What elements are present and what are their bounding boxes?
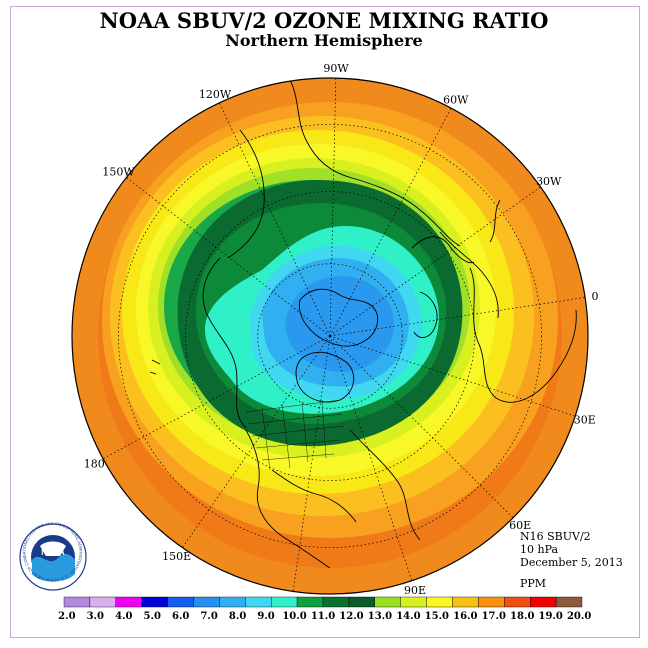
colorbar-swatch [452, 596, 479, 608]
colorbar-tick-label: 19.0 [539, 611, 563, 622]
meridian-label: 120W [199, 88, 232, 101]
colorbar-swatch [115, 596, 142, 608]
colorbar-swatch [504, 596, 531, 608]
instrument-label: N16 SBUV/2 [520, 530, 591, 543]
meridian-label: 30E [574, 413, 596, 426]
logo-noaa-text: NOAA [41, 548, 65, 557]
map-boundary [71, 77, 589, 595]
colorbar-swatch [89, 596, 117, 608]
meridian-line [329, 108, 452, 337]
colorbar-swatch [271, 596, 298, 608]
coastlines [149, 79, 577, 569]
colorbar-swatch [245, 596, 272, 608]
colorbar-swatch [400, 596, 427, 608]
colorbar-swatch [374, 596, 401, 608]
meridian-label: 30W [536, 175, 562, 188]
colorbar-tick-label: 6.0 [172, 611, 189, 622]
units-label: PPM [520, 577, 547, 590]
page-title: NOAA SBUV/2 OZONE MIXING RATIO [99, 8, 549, 33]
colorbar-tick-label: 7.0 [200, 611, 217, 622]
graticule [102, 78, 586, 592]
latitude-circle [257, 263, 403, 409]
latitude-circle [118, 124, 542, 548]
colorbar-tick-label: 18.0 [510, 611, 534, 622]
colorbar-swatch [167, 596, 194, 608]
colorbar-tick-label: 20.0 [567, 611, 591, 622]
colorbar-tick-label: 12.0 [339, 611, 363, 622]
colorbar-swatch [478, 596, 505, 608]
meridian-line [126, 177, 331, 337]
colorbar-tick-label: 8.0 [229, 611, 246, 622]
meridian-line [329, 78, 337, 337]
colorbar-swatch [219, 596, 246, 608]
ozone-field [72, 78, 588, 594]
date-label: December 5, 2013 [520, 556, 623, 569]
meridian-label: 0 [591, 290, 598, 303]
latitude-circle [185, 191, 475, 481]
meridian-line [329, 335, 576, 417]
meridian-label: 150W [102, 165, 135, 178]
colorbar-tick-label: 4.0 [115, 611, 132, 622]
meridian-line [219, 102, 331, 337]
colorbar-swatch [193, 596, 220, 608]
colorbar-tick-label: 14.0 [396, 611, 420, 622]
colorbar-swatch [322, 596, 350, 608]
meridian-label: 60W [443, 93, 469, 106]
colorbar-tick-label: 5.0 [144, 611, 161, 622]
meridian-line [292, 335, 331, 592]
noaa-logo: NOAA NATIONAL OCEANIC AND ATMOSPHERIC AD… [18, 522, 87, 591]
colorbar-swatch [426, 596, 453, 608]
colorbar-swatch [296, 596, 324, 608]
us-state-grid [245, 399, 345, 471]
page-subtitle: Northern Hemisphere [225, 31, 423, 50]
colorbar-tick-label: 2.0 [58, 611, 75, 622]
meridian-line [102, 335, 331, 460]
colorbar: 2.0 3.0 4.0 5.0 6.0 7.0 8.0 9.0 10.0 11.0 12.0 13.0… [58, 596, 591, 622]
colorbar-swatch [141, 596, 168, 608]
colorbar-tick-label: 11.0 [311, 611, 335, 622]
meridian-line [329, 186, 541, 337]
figure-frame [10, 6, 640, 638]
colorbar-tick-label: 9.0 [257, 611, 274, 622]
pressure-level-label: 10 hPa [520, 543, 559, 556]
colorbar-swatch [348, 596, 375, 608]
colorbar-swatch [555, 596, 583, 608]
meridian-line [329, 297, 586, 337]
colorbar-tick-label: 15.0 [425, 611, 449, 622]
colorbar-swatch [63, 596, 91, 608]
meridian-label: 150E [162, 550, 191, 563]
colorbar-tick-label: 16.0 [453, 611, 477, 622]
meridian-label: 90W [323, 62, 349, 75]
meridian-label: 90E [404, 584, 426, 597]
meridian-line [182, 335, 331, 548]
meridian-line [329, 335, 514, 519]
meridian-label: 60E [509, 519, 531, 532]
meridian-label: 180 [84, 457, 105, 470]
colorbar-tick-label: 3.0 [87, 611, 104, 622]
colorbar-swatch [530, 596, 557, 608]
colorbar-tick-label: 13.0 [368, 611, 392, 622]
meridian-line [329, 335, 413, 581]
colorbar-tick-label: 17.0 [482, 611, 506, 622]
colorbar-tick-label: 10.0 [282, 611, 306, 622]
